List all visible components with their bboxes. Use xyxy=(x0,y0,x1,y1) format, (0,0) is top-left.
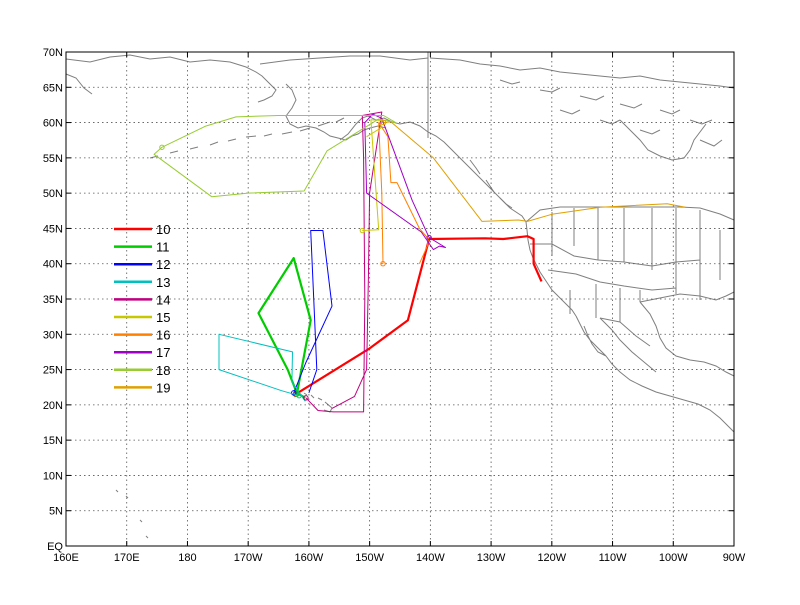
mexico-borders xyxy=(599,317,657,373)
siberia-coast xyxy=(65,54,277,103)
lon-tick-label: 180 xyxy=(178,552,196,564)
track-16 xyxy=(378,122,429,267)
legend-label: 18 xyxy=(156,363,170,378)
alaska-west-coast xyxy=(285,83,387,141)
legend-label: 13 xyxy=(156,275,170,290)
track-start-marker-12 xyxy=(291,390,297,396)
track-start-marker-15 xyxy=(359,227,366,234)
lon-tick-label: 150W xyxy=(355,552,384,564)
alaska-north-coast xyxy=(259,55,429,65)
legend-item-10: 10 xyxy=(114,222,170,237)
legend-item-11: 11 xyxy=(114,240,170,255)
legend-label: 11 xyxy=(156,240,170,255)
legend-item-15: 15 xyxy=(114,310,170,325)
track-17 xyxy=(364,113,446,251)
legend-label: 19 xyxy=(156,380,170,395)
lon-tick-label: 160W xyxy=(295,552,324,564)
coastlines-and-borders xyxy=(65,52,735,539)
track-start-marker-19 xyxy=(380,119,387,126)
track-start-marker-16 xyxy=(380,261,386,267)
lat-tick-label: EQ xyxy=(47,541,63,553)
hawaii-islands xyxy=(296,389,333,413)
lon-tick-label: 100W xyxy=(659,552,688,564)
track-14 xyxy=(303,111,383,413)
legend-item-19: 19 xyxy=(114,380,170,395)
legend: 10 11 12 13 14 15 16 17 18 19 xyxy=(114,222,170,395)
track-10 xyxy=(292,235,543,397)
us-west-coast xyxy=(525,221,577,317)
lat-tick-label: 70N xyxy=(43,47,63,59)
lon-tick-label: 170E xyxy=(114,552,140,564)
us-canada-border xyxy=(525,206,735,223)
lat-tick-label: 30N xyxy=(43,329,63,341)
lon-tick-label: 130W xyxy=(477,552,506,564)
lat-tick-label: 45N xyxy=(43,223,63,235)
gulf-of-alaska-coast xyxy=(339,115,527,223)
legend-label: 10 xyxy=(156,222,170,237)
legend-item-17: 17 xyxy=(114,345,170,360)
track-start-marker-17 xyxy=(426,234,432,241)
lat-tick-label: 50N xyxy=(43,188,63,200)
lon-tick-label: 90W xyxy=(723,552,746,564)
track-line-10 xyxy=(294,235,543,396)
lat-tick-label: 65N xyxy=(43,82,63,94)
pacific-islets xyxy=(115,489,149,539)
lat-tick-label: 15N xyxy=(43,435,63,447)
track-line-17 xyxy=(364,113,446,251)
lon-tick-label: 140W xyxy=(416,552,445,564)
lon-tick-label: 160E xyxy=(53,552,79,564)
mexico-pacific-coast xyxy=(605,355,735,433)
legend-label: 17 xyxy=(156,345,170,360)
canada-arctic-coast xyxy=(429,57,735,89)
tracks xyxy=(153,111,686,413)
track-line-16 xyxy=(378,122,429,264)
track-line-14 xyxy=(305,111,383,413)
lat-tick-label: 55N xyxy=(43,153,63,165)
legend-label: 15 xyxy=(156,310,170,325)
track-18 xyxy=(153,115,397,198)
legend-item-18: 18 xyxy=(114,363,170,378)
legend-label: 16 xyxy=(156,328,170,343)
lat-tick-label: 25N xyxy=(43,365,63,377)
lat-tick-label: 20N xyxy=(43,400,63,412)
track-line-12 xyxy=(293,230,333,394)
lat-tick-label: 60N xyxy=(43,118,63,130)
track-12 xyxy=(291,230,333,396)
track-start-marker-13 xyxy=(296,392,302,399)
bc-islands xyxy=(469,159,513,209)
legend-item-12: 12 xyxy=(114,257,170,272)
legend-item-16: 16 xyxy=(114,328,170,343)
track-11 xyxy=(257,257,312,399)
legend-item-13: 13 xyxy=(114,275,170,290)
us-state-borders xyxy=(530,208,721,323)
track-19 xyxy=(380,119,686,222)
lat-tick-label: 40N xyxy=(43,259,63,271)
gulf-of-mexico-coast xyxy=(639,301,735,377)
axis-tick-labels: 160E 170E 180 170W 160W 150W 140W 130W 120W 110W 1… xyxy=(43,47,746,564)
legend-label: 14 xyxy=(156,292,170,307)
track-13 xyxy=(218,333,306,402)
lon-tick-label: 110W xyxy=(599,552,628,564)
track-line-18 xyxy=(153,115,397,198)
gulf-coast-us xyxy=(639,291,735,303)
hudson-bay-coast xyxy=(619,119,707,161)
arctic-islands xyxy=(499,79,723,147)
lat-tick-label: 5N xyxy=(49,506,63,518)
lat-tick-label: 35N xyxy=(43,294,63,306)
lon-tick-label: 120W xyxy=(537,552,566,564)
track-start-marker-14 xyxy=(303,395,309,401)
track-start-marker-18 xyxy=(159,144,165,150)
legend-item-14: 14 xyxy=(114,292,170,307)
lat-tick-label: 10N xyxy=(43,470,63,482)
lon-tick-label: 170W xyxy=(234,552,263,564)
track-line-13 xyxy=(218,333,306,402)
legend-label: 12 xyxy=(156,257,170,272)
track-line-11 xyxy=(257,257,312,399)
aleutian-islands xyxy=(149,117,345,159)
baja-california xyxy=(575,315,607,357)
track-line-19 xyxy=(383,121,686,222)
